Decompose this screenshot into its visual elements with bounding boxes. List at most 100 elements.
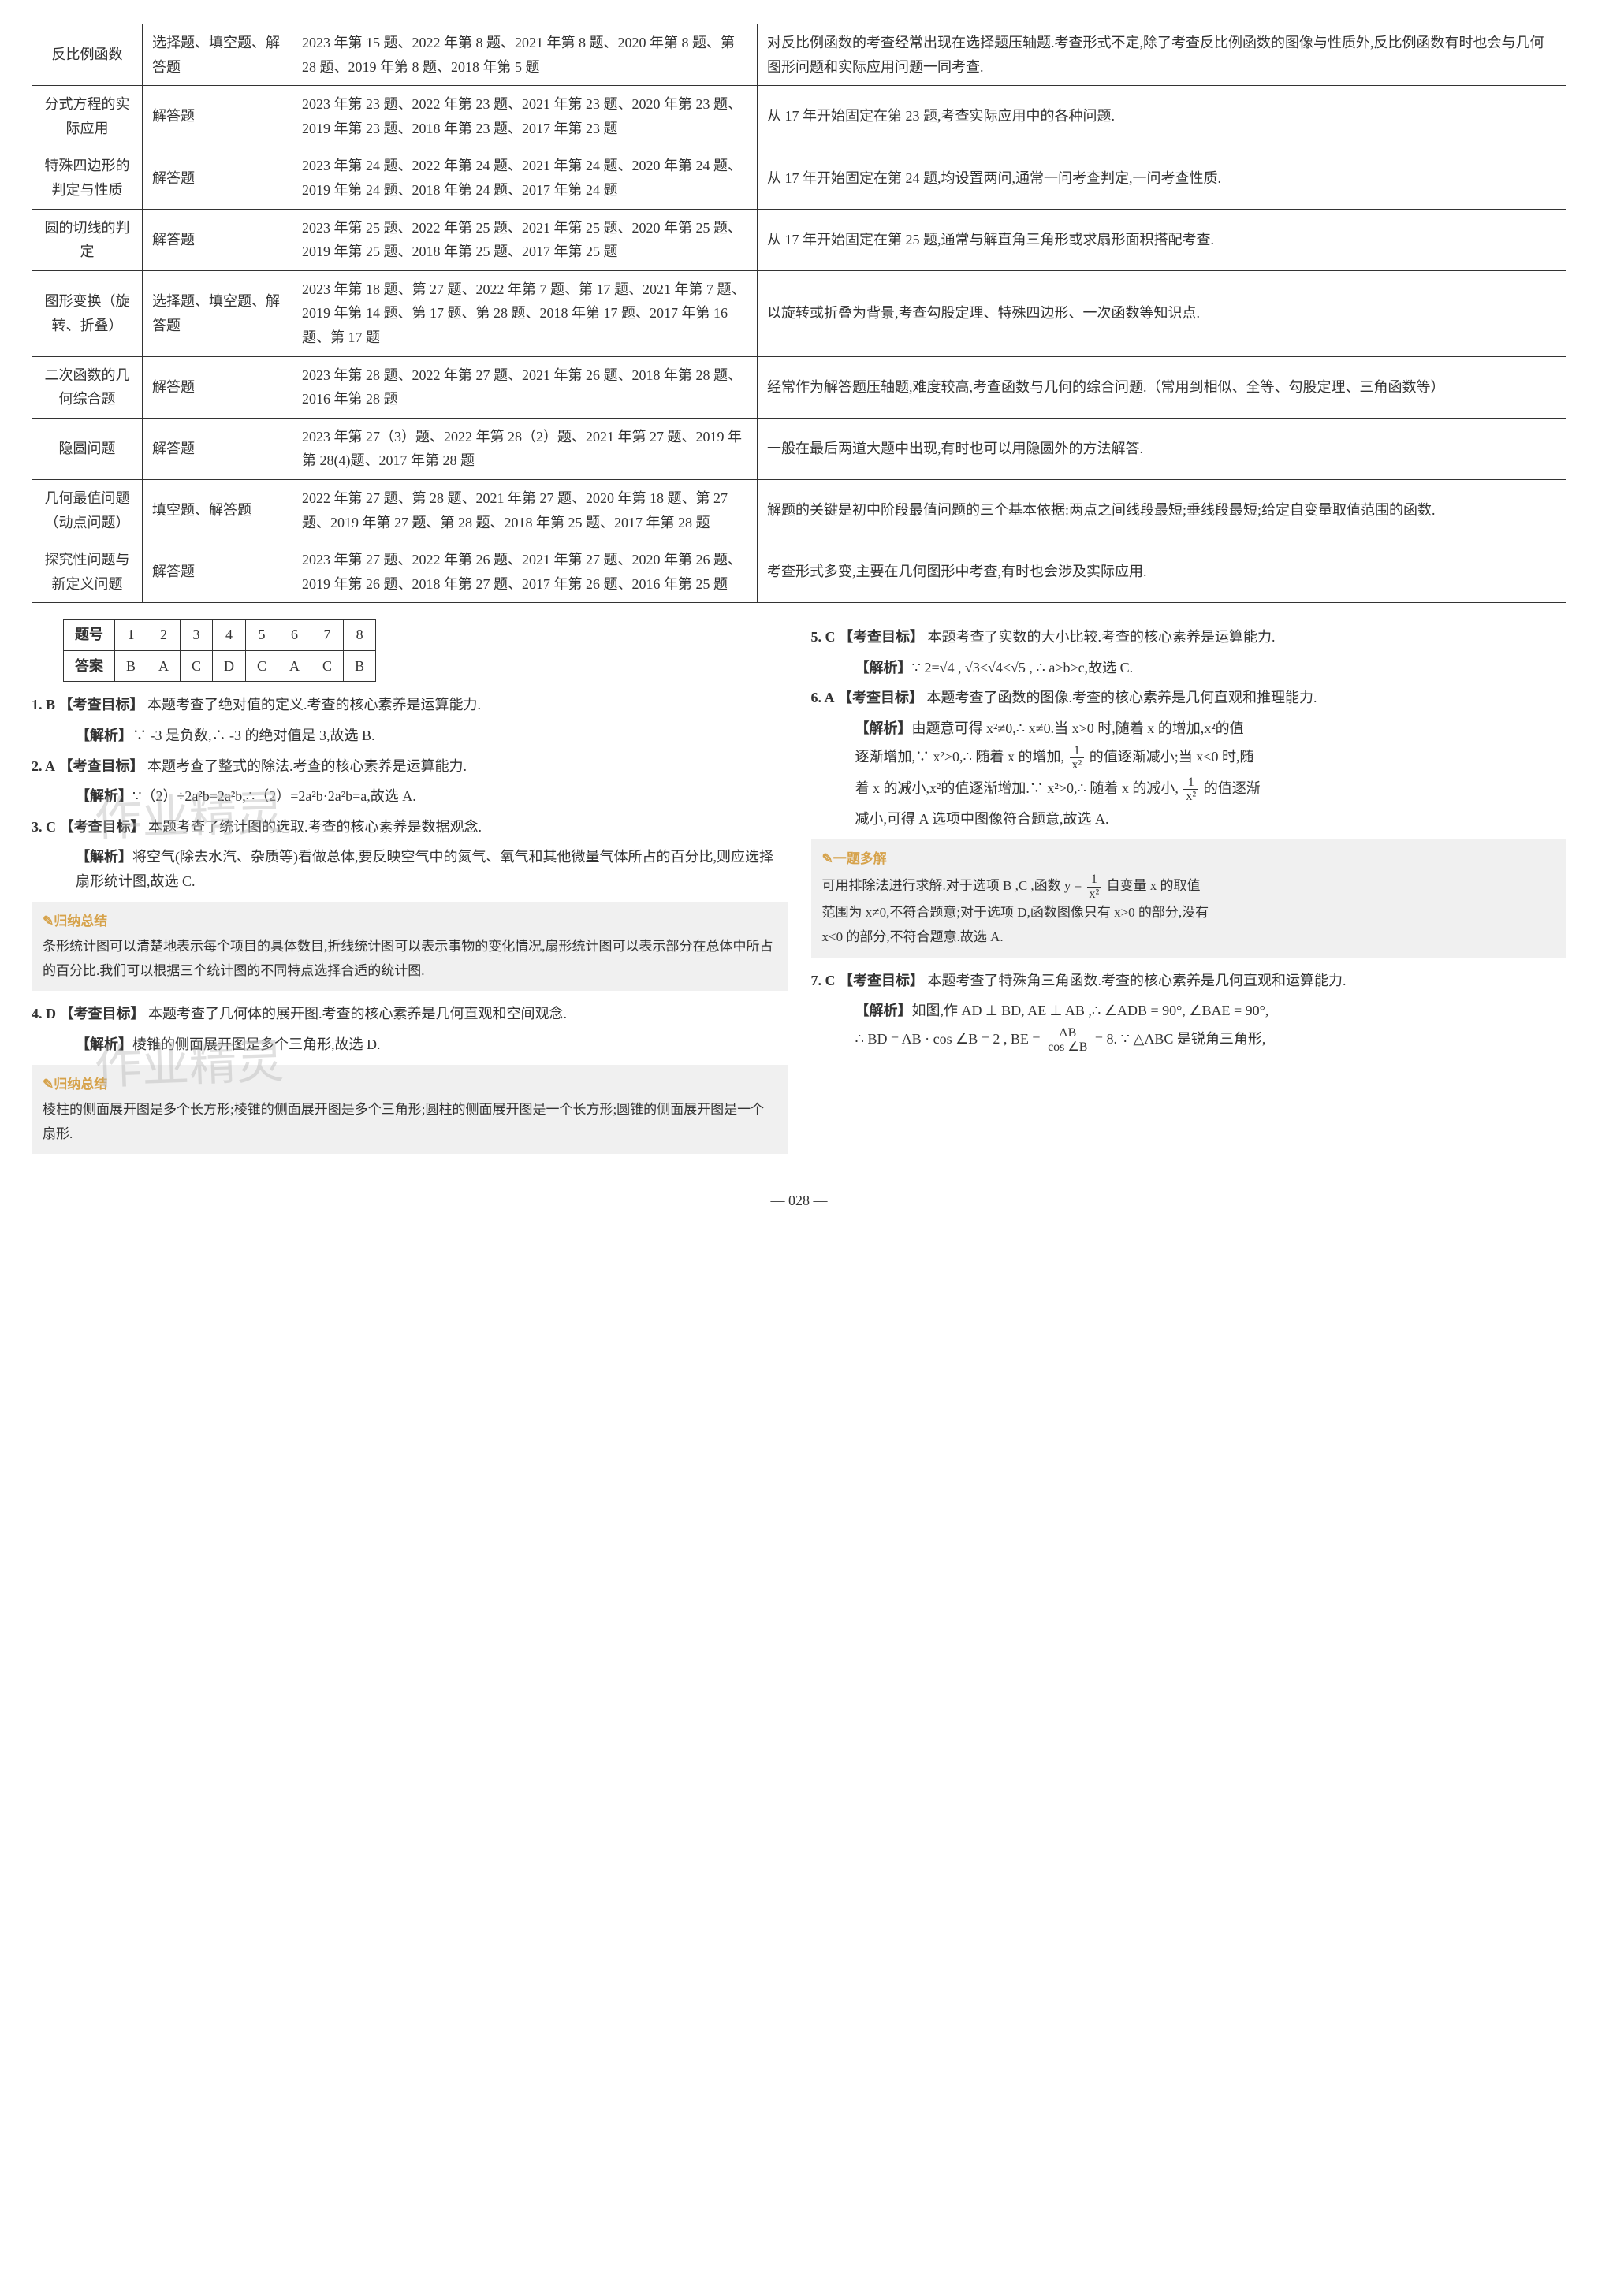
multi-solution-box: ✎一题多解 可用排除法进行求解.对于选项 B ,C ,函数 y = 1x² 自变… [811,839,1567,958]
ans-value: B [115,650,147,682]
note-cell: 对反比例函数的考查经常出现在选择题压轴题.考查形式不定,除了考查反比例函数的图像… [758,24,1566,86]
years-cell: 2023 年第 23 题、2022 年第 23 题、2021 年第 23 题、2… [292,86,758,147]
q7-l2a: ∴ BD = AB · cos ∠B = 2 , BE = [855,1031,1041,1047]
ans-value: B [344,650,376,682]
q1-parse-text: ∵ -3 是负数,∴ -3 的绝对值是 3,故选 B. [132,728,375,743]
type-cell: 选择题、填空题、解答题 [143,270,292,356]
fraction-icon: 1x² [1070,744,1085,772]
ans-col-num: 6 [278,620,311,651]
q7-parse-line2: ∴ BD = AB · cos ∠B = 2 , BE = AB cos ∠B … [811,1026,1567,1055]
summary-box-1: ✎归纳总结 条形统计图可以清楚地表示每个项目的具体数目,折线统计图可以表示事物的… [32,902,788,992]
q6-l4: 减小,可得 A 选项中图像符合题意,故选 A. [855,811,1109,827]
q6-parse-label: 【解析】 [855,720,912,736]
question-6: 6. A 【考查目标】 本题考查了函数的图像.考查的核心素养是几何直观和推理能力… [811,686,1567,710]
q3-target-text: 本题考查了统计图的选取.考查的核心素养是数据观念. [148,819,482,835]
summary1-text: 条形统计图可以清楚地表示每个项目的具体数目,折线统计图可以表示事物的变化情况,扇… [43,935,777,983]
note-cell: 从 17 年开始固定在第 24 题,均设置两问,通常一问考查判定,一问考查性质. [758,147,1566,209]
type-cell: 选择题、填空题、解答题 [143,24,292,86]
note-cell: 经常作为解答题压轴题,难度较高,考查函数与几何的综合问题.（常用到相似、全等、勾… [758,356,1566,418]
q6-parse-line1: 由题意可得 x²≠0,∴ x≠0.当 x>0 时,随着 x 的增加,x²的值 [912,720,1244,736]
q3-target-label: 【考查目标】 [60,819,145,835]
topic-cell: 分式方程的实际应用 [32,86,143,147]
multi-l1b: 自变量 x 的取值 [1107,878,1201,893]
type-cell: 解答题 [143,209,292,270]
frac-top: AB [1045,1026,1090,1041]
q4-target-label: 【考查目标】 [60,1006,145,1021]
topic-cell: 反比例函数 [32,24,143,86]
q7-l2b: = 8. ∵ △ABC 是锐角三角形, [1095,1031,1265,1047]
multi-l1a: 可用排除法进行求解.对于选项 B ,C ,函数 y = [822,878,1082,893]
ans-col-num: 3 [181,620,213,651]
multi-line2: 范围为 x≠0,不符合题意;对于选项 D,函数图像只有 x>0 的部分,没有 [822,901,1556,925]
topic-cell: 隐圆问题 [32,418,143,479]
q3-parse: 【解析】将空气(除去水汽、杂质等)看做总体,要反映空气中的氮气、氧气和其他微量气… [32,845,788,893]
ans-col-num: 4 [213,620,246,651]
q2-parse-text: ∵（2）÷2a²b=2a²b,∴（2）=2a²b·2a²b=a,故选 A. [132,788,416,804]
type-cell: 解答题 [143,147,292,209]
q6-l3b: 的值逐渐 [1204,780,1261,796]
years-cell: 2023 年第 27 题、2022 年第 26 题、2021 年第 27 题、2… [292,541,758,603]
q6-target-label: 【考查目标】 [838,690,923,705]
q6-l2a: 逐渐增加,∵ x²>0,∴ 随着 x 的增加, [855,749,1065,765]
q5-parse: 【解析】∵ 2=√4 , √3<√4<√5 , ∴ a>b>c,故选 C. [811,656,1567,680]
q7-target-text: 本题考查了特殊角三角函数.考查的核心素养是几何直观和运算能力. [928,973,1347,988]
q1-target-label: 【考查目标】 [59,697,144,713]
years-cell: 2023 年第 28 题、2022 年第 27 题、2021 年第 26 题、2… [292,356,758,418]
q4-parse-text: 棱锥的侧面展开图是多个三角形,故选 D. [132,1036,381,1052]
note-cell: 一般在最后两道大题中出现,有时也可以用隐圆外的方法解答. [758,418,1566,479]
q5-target-label: 【考查目标】 [839,629,924,645]
note-cell: 解题的关键是初中阶段最值问题的三个基本依据:两点之间线段最短;垂线段最短;给定自… [758,479,1566,541]
table-row: 隐圆问题解答题2023 年第 27（3）题、2022 年第 28（2）题、202… [32,418,1566,479]
ans-col-num: 2 [147,620,181,651]
note-cell: 从 17 年开始固定在第 25 题,通常与解直角三角形或求扇形面积搭配考查. [758,209,1566,270]
note-cell: 考查形式多变,主要在几何图形中考查,有时也会涉及实际应用. [758,541,1566,603]
left-column: 题号12345678 答案BACDCACB 1. B 【考查目标】 本题考查了绝… [32,619,788,1165]
q2-target-text: 本题考查了整式的除法.考查的核心素养是运算能力. [147,758,467,774]
type-cell: 填空题、解答题 [143,479,292,541]
q6-parse-line2: 逐渐增加,∵ x²>0,∴ 随着 x 的增加, 1x² 的值逐渐减小;当 x<0… [811,744,1567,772]
solutions-two-column: 题号12345678 答案BACDCACB 1. B 【考查目标】 本题考查了绝… [32,619,1566,1165]
table-row: 分式方程的实际应用解答题2023 年第 23 题、2022 年第 23 题、20… [32,86,1566,147]
answer-table: 题号12345678 答案BACDCACB [63,619,376,682]
ans-col-num: 7 [311,620,344,651]
table-row: 特殊四边形的判定与性质解答题2023 年第 24 题、2022 年第 24 题、… [32,147,1566,209]
q7-target-label: 【考查目标】 [839,973,924,988]
ans-value: C [311,650,344,682]
summary2-title: ✎归纳总结 [43,1073,777,1097]
fraction-icon: AB cos ∠B [1045,1026,1090,1055]
q7-number: 7. C [811,973,836,988]
topic-cell: 二次函数的几何综合题 [32,356,143,418]
ans-value: C [246,650,278,682]
type-cell: 解答题 [143,418,292,479]
frac-bot: cos ∠B [1045,1040,1090,1055]
table-row: 反比例函数选择题、填空题、解答题2023 年第 15 题、2022 年第 8 题… [32,24,1566,86]
ans-value: A [278,650,311,682]
question-3: 3. C 【考查目标】 本题考查了统计图的选取.考查的核心素养是数据观念. [32,815,788,839]
years-cell: 2022 年第 27 题、第 28 题、2021 年第 27 题、2020 年第… [292,479,758,541]
q4-number: 4. D [32,1006,56,1021]
type-cell: 解答题 [143,86,292,147]
years-cell: 2023 年第 25 题、2022 年第 25 题、2021 年第 25 题、2… [292,209,758,270]
q3-parse-text: 将空气(除去水汽、杂质等)看做总体,要反映空气中的氮气、氧气和其他微量气体所占的… [76,849,773,889]
q6-l3a: 着 x 的减小,x²的值逐渐增加.∵ x²>0,∴ 随着 x 的减小, [855,780,1179,796]
multi-title: ✎一题多解 [822,847,1556,872]
ans-col-num: 5 [246,620,278,651]
table-row: 二次函数的几何综合题解答题2023 年第 28 题、2022 年第 27 题、2… [32,356,1566,418]
q5-parse-label: 【解析】 [855,660,912,675]
question-2: 2. A 【考查目标】 本题考查了整式的除法.考查的核心素养是运算能力. [32,754,788,779]
topic-table: 反比例函数选择题、填空题、解答题2023 年第 15 题、2022 年第 8 题… [32,24,1566,603]
note-cell: 从 17 年开始固定在第 23 题,考查实际应用中的各种问题. [758,86,1566,147]
q1-parse: 【解析】∵ -3 是负数,∴ -3 的绝对值是 3,故选 B. [32,724,788,748]
ans-header-label: 题号 [64,620,115,651]
question-1: 1. B 【考查目标】 本题考查了绝对值的定义.考查的核心素养是运算能力. [32,693,788,717]
ans-row-label: 答案 [64,650,115,682]
summary2-text: 棱柱的侧面展开图是多个长方形;棱锥的侧面展开图是多个三角形;圆柱的侧面展开图是一… [43,1098,777,1146]
q5-target-text: 本题考查了实数的大小比较.考查的核心素养是运算能力. [928,629,1276,645]
page-number: — 028 — [32,1189,1566,1213]
question-4: 4. D 【考查目标】 本题考查了几何体的展开图.考查的核心素养是几何直观和空间… [32,1002,788,1026]
topic-cell: 探究性问题与新定义问题 [32,541,143,603]
topic-cell: 圆的切线的判定 [32,209,143,270]
q3-number: 3. C [32,819,56,835]
right-column: 5. C 【考查目标】 本题考查了实数的大小比较.考查的核心素养是运算能力. 【… [811,619,1567,1165]
type-cell: 解答题 [143,541,292,603]
